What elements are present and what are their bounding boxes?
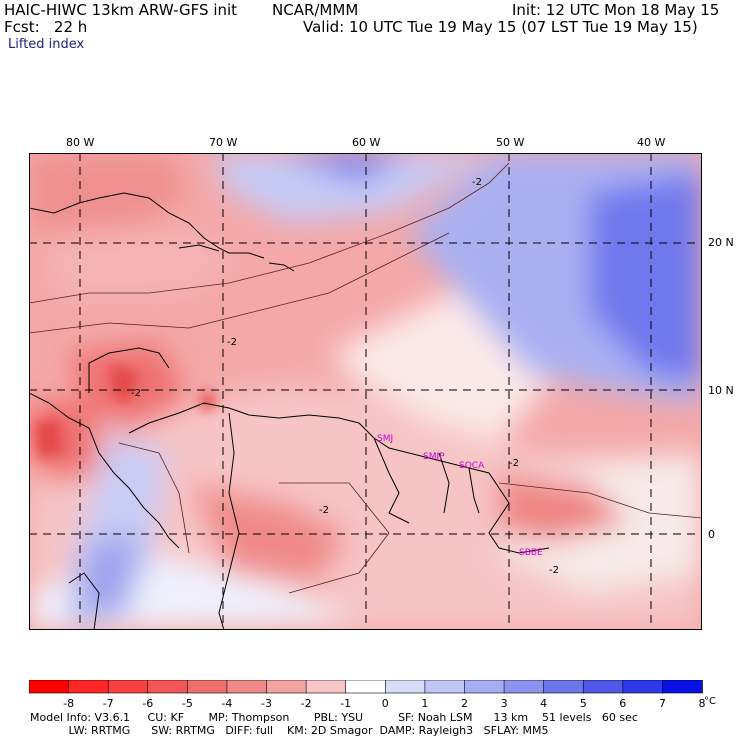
colorbar-box — [147, 680, 189, 694]
lon-label: 50 W — [496, 136, 525, 149]
model-title: HAIC-HIWC 13km ARW-GFS init — [4, 1, 238, 19]
contour-label: -2 — [319, 505, 329, 516]
model-info-line1: Model Info: V3.6.1 CU: KF MP: Thompson P… — [30, 711, 638, 724]
forecast-hour: Fcst: 22 h — [4, 18, 88, 36]
colorbar-box — [68, 680, 109, 694]
colorbar-box — [226, 680, 268, 694]
colorbar-unit: °C — [704, 696, 716, 707]
colorbar-box — [29, 680, 70, 694]
colorbar-tick-label: 5 — [580, 697, 587, 710]
contours — [29, 162, 702, 594]
init-time: Init: 12 UTC Mon 18 May 15 — [512, 1, 720, 19]
contour-label: -2 — [549, 565, 559, 576]
station-label: SBBE — [519, 548, 543, 558]
colorbar-tick-label: -7 — [103, 697, 114, 710]
colorbar-box — [464, 680, 505, 694]
colorbar-tick-label: 7 — [659, 697, 666, 710]
colorbar-tick-label: -8 — [63, 697, 74, 710]
lat-label: 0 — [708, 528, 715, 541]
colorbar-tick-label: 2 — [461, 697, 468, 710]
colorbar-box — [543, 680, 585, 694]
colorbar-box — [384, 680, 426, 694]
field-name: Lifted index — [8, 37, 85, 52]
contour-label: -2 — [131, 388, 141, 399]
colorbar-box — [622, 680, 664, 694]
contour-label: -2 — [509, 458, 519, 469]
colorbar-tick-label: 0 — [382, 697, 389, 710]
lon-label: 80 W — [66, 136, 95, 149]
colorbar-tick-label: -5 — [182, 697, 193, 710]
colorbar-tick-label: 8 — [699, 697, 706, 710]
map-frame — [29, 153, 702, 630]
colorbar: -8 -7 -6 -5 -4 -3 -2 -1 0 1 2 3 4 5 6 7 8°C — [29, 680, 716, 710]
model-info-line2: LW: RRTMG SW: RRTMG DIFF: full KM: 2D Sm… — [30, 724, 549, 737]
colorbar-box — [266, 680, 307, 694]
colorbar-box — [187, 680, 228, 694]
colorbar-box — [107, 680, 149, 694]
lon-label: 40 W — [637, 136, 666, 149]
lifted-index-map: -2 -2 -2 -2 -2 -2 SMJ SMJP SOCA SBBE — [29, 153, 702, 630]
lat-label: 20 N — [708, 236, 734, 249]
colorbar-box — [503, 680, 545, 694]
colorbar-box — [305, 680, 347, 694]
colorbar-box — [582, 680, 624, 694]
contour-label: -2 — [472, 177, 482, 188]
station-label: SMJ — [377, 434, 393, 444]
colorbar-box — [662, 680, 703, 694]
coastlines — [29, 192, 550, 630]
colorbar-tick-label: 1 — [421, 697, 428, 710]
org-label: NCAR/MMM — [272, 1, 359, 19]
contour-label: -2 — [227, 337, 237, 348]
lon-label: 70 W — [209, 136, 238, 149]
colorbar-box — [345, 680, 387, 694]
valid-time: Valid: 10 UTC Tue 19 May 15 (07 LST Tue … — [303, 18, 698, 36]
lat-label: 10 N — [708, 384, 734, 397]
colorbar-tick-label: 4 — [540, 697, 547, 710]
colorbar-tick-label: -2 — [301, 697, 312, 710]
colorbar-box — [424, 680, 466, 694]
colorbar-tick-label: 3 — [501, 697, 508, 710]
station-label: SMJP — [423, 452, 445, 462]
station-label: SOCA — [459, 461, 485, 471]
colorbar-tick-label: -3 — [261, 697, 272, 710]
colorbar-tick-label: -1 — [340, 697, 351, 710]
lon-label: 60 W — [352, 136, 381, 149]
colorbar-tick-label: -4 — [221, 697, 232, 710]
colorbar-tick-label: 6 — [619, 697, 626, 710]
colorbar-tick-label: -6 — [142, 697, 153, 710]
